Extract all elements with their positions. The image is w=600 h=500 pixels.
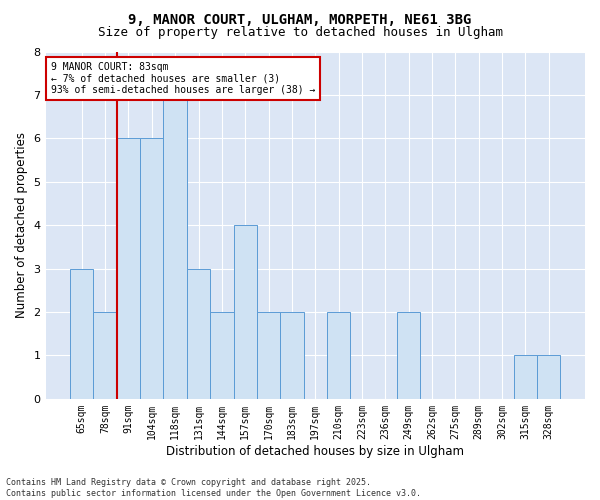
Bar (163, 95, 187, 399)
Bar (117, 138, 140, 399)
Bar (187, 268, 210, 399)
Bar (210, 312, 233, 399)
Bar (537, 356, 560, 399)
Text: Size of property relative to detached houses in Ulgham: Size of property relative to detached ho… (97, 26, 503, 39)
Bar (280, 312, 304, 399)
Bar (70, 268, 94, 399)
Text: Contains HM Land Registry data © Crown copyright and database right 2025.
Contai: Contains HM Land Registry data © Crown c… (6, 478, 421, 498)
Bar (140, 138, 163, 399)
Bar (327, 312, 350, 399)
Text: 9 MANOR COURT: 83sqm
← 7% of detached houses are smaller (3)
93% of semi-detache: 9 MANOR COURT: 83sqm ← 7% of detached ho… (51, 62, 316, 95)
Bar (233, 225, 257, 399)
Bar (514, 356, 537, 399)
Text: 9, MANOR COURT, ULGHAM, MORPETH, NE61 3BG: 9, MANOR COURT, ULGHAM, MORPETH, NE61 3B… (128, 12, 472, 26)
Bar (397, 312, 421, 399)
X-axis label: Distribution of detached houses by size in Ulgham: Distribution of detached houses by size … (166, 444, 464, 458)
Y-axis label: Number of detached properties: Number of detached properties (15, 132, 28, 318)
Bar (257, 312, 280, 399)
Bar (94, 312, 117, 399)
